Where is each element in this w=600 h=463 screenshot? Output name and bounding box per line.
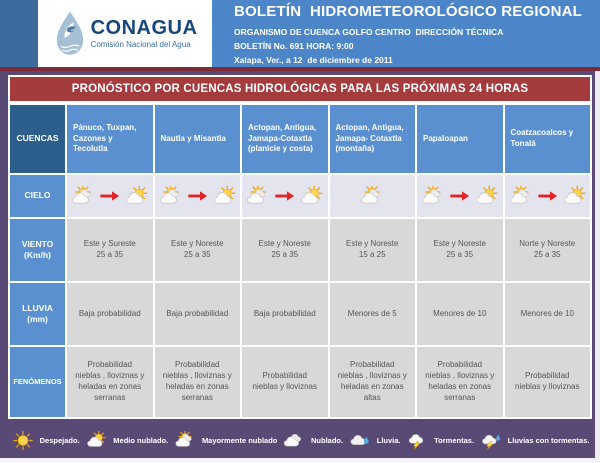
legend-item-despejado: Despejado. [11,430,80,450]
legend-item-tormentas: Tormentas. [405,431,474,450]
red-arrow-icon [99,191,120,201]
forecast-banner-title: PRONÓSTICO POR CUENCAS HIDROLÓGICAS PARA… [8,75,592,103]
legend-label: Despejado. [39,435,80,445]
mayormente-nublado-icon [358,185,386,207]
lluvia-cell-1: Baja probabilidad [67,283,153,345]
header-left-band [0,0,38,67]
mayormente-nublado-icon [244,185,272,207]
viento-cell-3: Este y Noreste 25 a 35 [242,219,328,281]
column-header-6: Coatzacoalcos y Tonalá [504,105,590,173]
forecast-table: CUENCAS Pánuco, Tuxpan, Cazones y Tecolut… [8,103,592,419]
header-right: BOLETÍN HIDROMETEOROLÓGICO REGIONAL ORGA… [212,0,600,67]
column-header-1: Pánuco, Tuxpan, Cazones y Tecolutla [67,105,153,173]
red-arrow-icon [187,191,208,201]
row-label-fenomenos: FENÓMENOS [10,347,65,417]
column-header-5: Papaloapan [417,105,503,173]
legend-label: Nublado. [311,435,344,445]
legend-label: Lluvia. [376,435,401,445]
lluvia-cell-4: Menores de 5 [329,283,415,345]
legend-label: Lluvias con tormentas. [507,435,590,445]
legend-label: Mayormente nublado [201,435,278,445]
nublado-icon [282,431,306,450]
fenomenos-cell-2: Probabilidad nieblas , lloviznas y heladas… [154,347,240,417]
legend-item-mayormente-nublado: Mayormente nublado [173,430,278,450]
cielo-cell-5 [417,175,503,217]
viento-cell-4: Este y Noreste 15 a 25 [329,219,415,281]
cielo-cell-4 [329,175,415,217]
right-edge-strip [595,71,600,463]
logo-text: CONAGUA Comisión Nacional del Agua [91,18,198,49]
cielo-cell-1 [67,175,153,217]
lluvia-cell-3: Baja probabilidad [242,283,328,345]
viento-cell-6: Norte y Noreste 25 a 35 [504,219,590,281]
cuencas-corner-label: CUENCAS [10,105,65,173]
cielo-cell-3 [242,175,328,217]
viento-cell-1: Este y Sureste 25 a 35 [67,219,153,281]
fenomenos-cell-5: Probabilidad nieblas , lloviznas y heladas… [417,347,503,417]
fenomenos-cell-1: Probabilidad nieblas , lloviznas y heladas… [67,347,153,417]
fenomenos-cell-4: Probabilidad nieblas , lloviznas y heladas… [329,347,415,417]
medio-nublado-icon [297,185,325,207]
organism-line: ORGANISMO DE CUENCA GOLFO CENTRO DIRECCI… [234,27,504,37]
lluvia-cell-6: Menores de 10 [504,283,590,345]
row-label-lluvia: LLUVIA (mm) [10,283,65,345]
lluvia-cell-2: Baja probabilidad [154,283,240,345]
red-arrow-icon [537,191,558,201]
cielo-cell-2 [154,175,240,217]
bottom-edge-strip [0,458,600,463]
legend-item-medio-nublado: Medio nublado. [84,430,169,450]
lluvia-icon [348,431,372,450]
lluvias-con-tormentas-icon [479,431,503,450]
logo-subtitle: Comisión Nacional del Agua [90,40,191,49]
logo-title: CONAGUA [90,17,198,39]
column-header-2: Nautla y Misantla [154,105,240,173]
date-line: Xalapa, Ver., a 12 de diciembre de 2011 [234,55,393,65]
column-header-4: Actopan, Antigua, Jamapa- Cotaxtla (mont… [329,105,415,173]
lluvia-cell-5: Menores de 10 [417,283,503,345]
conagua-logo: CONAGUA Comisión Nacional del Agua [38,0,212,67]
mayormente-nublado-icon [419,185,447,207]
viento-cell-5: Este y Noreste 25 a 35 [417,219,503,281]
legend-item-lluvia: Lluvia. [348,431,401,450]
legend: Despejado. Medio nublado. Mayormente nubla… [0,419,600,456]
row-label-cielo: CIELO [10,175,65,217]
red-arrow-icon [449,191,470,201]
row-label-viento: VIENTO (Km/h) [10,219,65,281]
column-header-3: Actopan, Antigua, Jamapa-Cotaxtla (plani… [242,105,328,173]
fenomenos-cell-3: Probabilidad nieblas y lloviznas [242,347,328,417]
mayormente-nublado-icon [507,185,535,207]
legend-label: Medio nublado. [113,435,169,445]
legend-item-nublado: Nublado. [282,431,343,450]
bulletin-title: BOLETÍN HIDROMETEOROLÓGICO REGIONAL [234,3,583,20]
mayormente-nublado-icon [157,185,185,207]
mayormente-nublado-icon [69,185,97,207]
medio-nublado-icon [210,185,238,207]
cielo-cell-6 [504,175,590,217]
maroon-divider [0,67,600,71]
header: CONAGUA Comisión Nacional del Agua BOLET… [0,0,600,67]
red-arrow-icon [274,191,295,201]
viento-cell-2: Este y Noreste 25 a 35 [154,219,240,281]
medio-nublado-icon [84,430,108,450]
tormentas-icon [405,431,429,450]
mayormente-nublado-icon [173,430,197,450]
medio-nublado-icon [472,185,500,207]
medio-nublado-icon [122,185,150,207]
legend-label: Tormentas. [434,435,475,445]
bulletin-number-line: BOLETÍN No. 691 HORA: 9:00 [234,41,354,51]
fenomenos-cell-6: Probabilidad nieblas y lloviznas [504,347,590,417]
conagua-drop-eagle-icon [53,8,87,60]
medio-nublado-icon [560,185,588,207]
legend-item-lluvias-con-tormentas: Lluvias con tormentas. [479,431,590,450]
despejado-icon [11,430,35,450]
